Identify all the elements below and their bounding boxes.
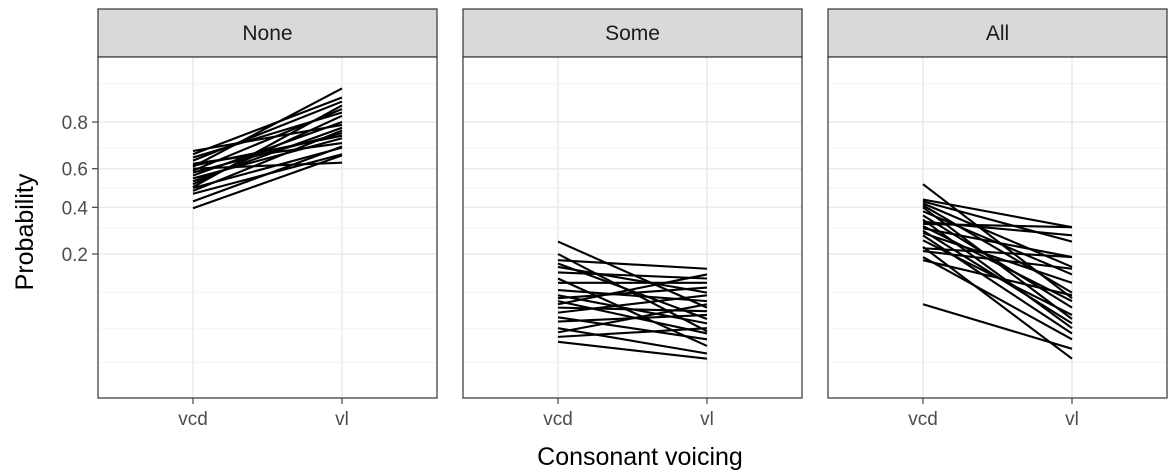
series-line-13 — [922, 227, 1073, 259]
series-line-19 — [922, 250, 1073, 270]
series-line-8 — [557, 288, 708, 303]
series-line-22 — [922, 303, 1073, 350]
y-tick-label: 0.8 — [62, 113, 88, 134]
strip-background — [462, 8, 803, 58]
strip-label: Some — [605, 22, 660, 45]
series-line-17 — [192, 145, 343, 203]
series-line-20 — [192, 104, 343, 188]
series-line-10 — [192, 121, 343, 177]
x-tick-label-vcd: vcd — [178, 409, 208, 430]
series-line-5 — [922, 204, 1073, 294]
series-line-5 — [557, 271, 708, 280]
series-line-23 — [922, 246, 1073, 360]
y-tick-label: 0.2 — [62, 245, 88, 266]
strip-label: All — [986, 22, 1009, 45]
strip-background — [97, 8, 438, 58]
series-line-19 — [557, 327, 708, 338]
series-line-15 — [922, 231, 1073, 284]
series-line-20 — [922, 256, 1073, 341]
y-axis-title: Probability — [11, 173, 39, 290]
series-line-14 — [557, 294, 708, 314]
series-line-12 — [557, 273, 708, 306]
series-line-18 — [922, 247, 1073, 259]
series-line-13 — [557, 306, 708, 313]
x-tick-label-vl: vl — [1065, 409, 1079, 430]
panel-border — [827, 56, 1168, 399]
strip-label: None — [242, 22, 292, 45]
series-line-1 — [192, 123, 343, 153]
y-tick-label: 0.4 — [62, 198, 89, 219]
panel-some: Some vcd vl — [462, 8, 803, 430]
x-tick-label-vl: vl — [335, 409, 349, 430]
panel-border — [97, 56, 438, 399]
series-line-17 — [557, 327, 708, 355]
series-line-2 — [557, 259, 708, 270]
series-line-11 — [922, 222, 1073, 229]
series-line-19 — [192, 134, 343, 167]
x-tick-label-vcd: vcd — [908, 409, 938, 430]
series-line-8 — [922, 214, 1073, 309]
x-axis-title: Consonant voicing — [537, 443, 743, 471]
panels-group: None vcd vl 0.2 0.4 0.6 0.8 Some vcd vl All vcd vl — [62, 8, 1168, 430]
series-line-21 — [557, 253, 708, 333]
series-line-4 — [192, 100, 343, 162]
series-line-6 — [192, 87, 343, 168]
series-line-18 — [192, 154, 343, 210]
series-line-2 — [922, 198, 1073, 229]
panel-border — [462, 56, 803, 399]
series-line-3 — [922, 200, 1073, 243]
y-tick-label: 0.6 — [62, 160, 88, 181]
panel-all: All vcd vl — [827, 8, 1168, 430]
x-tick-label-vcd: vcd — [543, 409, 573, 430]
plot-background — [463, 57, 802, 398]
series-line-2 — [192, 96, 343, 156]
panel-none: None vcd vl 0.2 0.4 0.6 0.8 — [62, 8, 438, 430]
plot-background — [98, 57, 437, 398]
series-line-18 — [557, 303, 708, 334]
x-tick-label-vl: vl — [700, 409, 714, 430]
strip-background — [827, 8, 1168, 58]
series-line-20 — [557, 340, 708, 360]
